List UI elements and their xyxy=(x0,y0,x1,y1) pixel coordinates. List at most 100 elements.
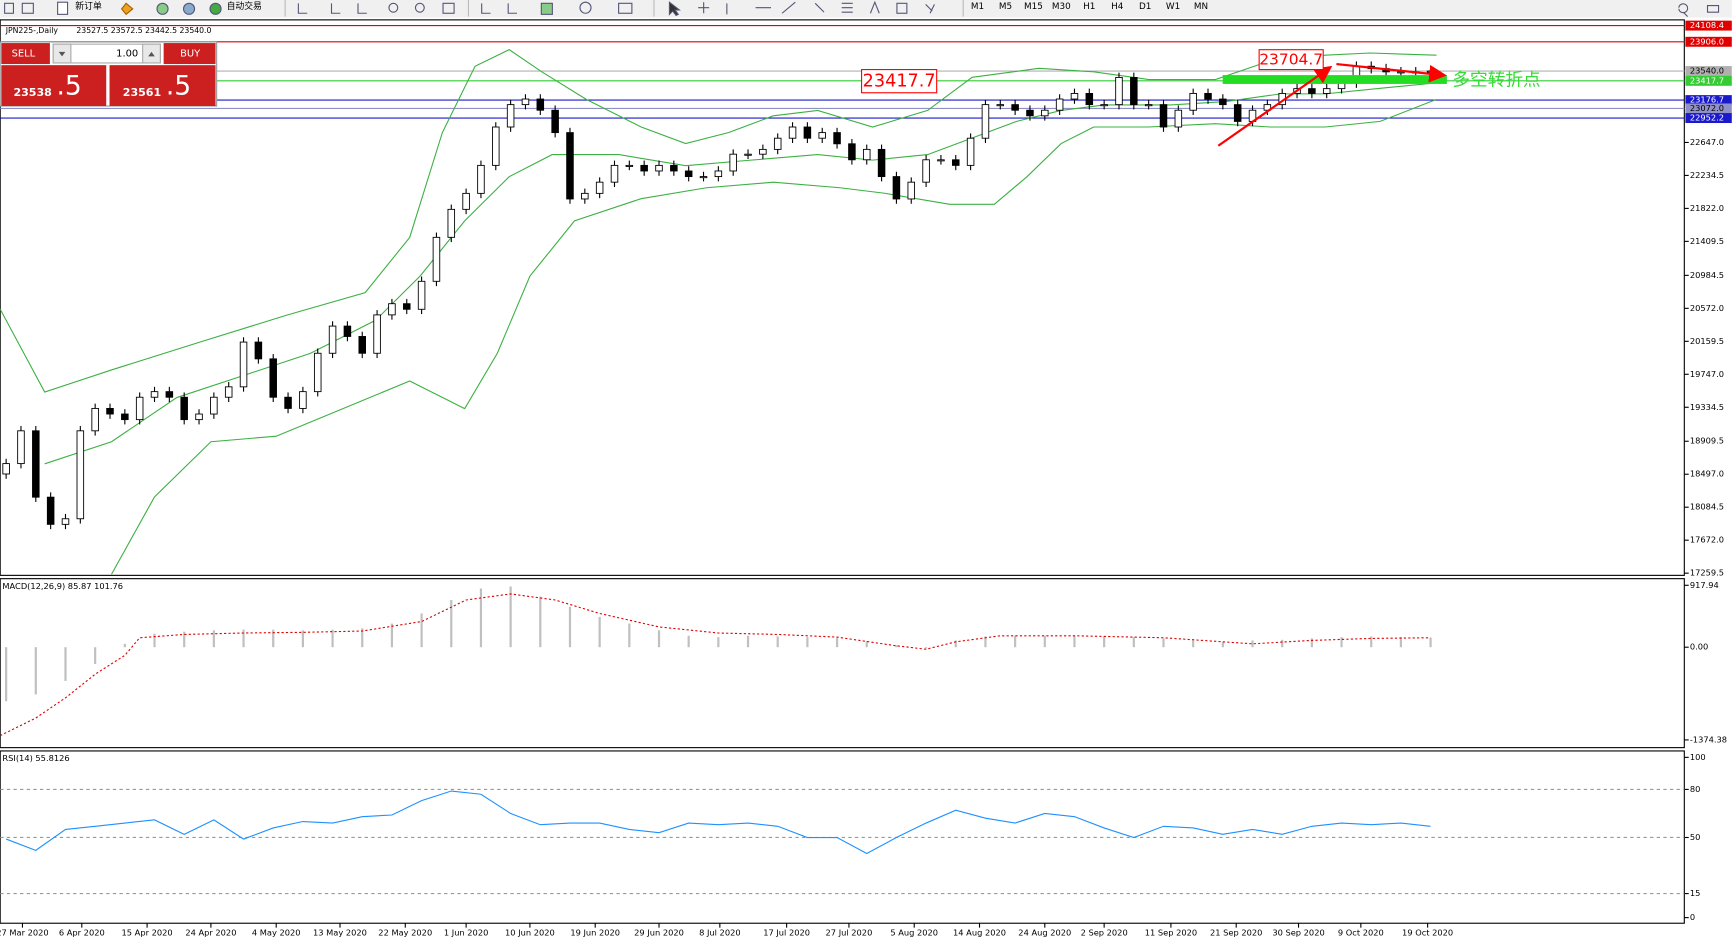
x-tick-label: 9 Oct 2020 xyxy=(1338,928,1384,938)
candle-body xyxy=(566,132,574,200)
candle-body xyxy=(135,396,144,421)
timeframe-button[interactable]: W1 xyxy=(1166,2,1180,12)
candle-body xyxy=(1308,88,1316,94)
timeframe-button[interactable]: MN xyxy=(1194,2,1208,12)
x-tick-label: 4 May 2020 xyxy=(252,928,301,938)
candle-body xyxy=(877,148,886,178)
sell-price: 23538 xyxy=(13,86,51,99)
candle-body xyxy=(610,164,619,183)
candle-body xyxy=(655,164,663,172)
candle-body xyxy=(492,126,500,166)
x-tick-label: 11 Sep 2020 xyxy=(1145,928,1197,938)
y-tick-label: 917.94 xyxy=(1690,580,1719,590)
candle-body xyxy=(922,159,930,183)
candle-body xyxy=(848,143,856,161)
sell-label[interactable]: SELL xyxy=(12,49,36,60)
candle-body xyxy=(1322,88,1331,94)
candle-body xyxy=(462,192,470,210)
x-tick-label: 29 Jun 2020 xyxy=(634,928,684,938)
macd-panel xyxy=(0,578,1685,749)
candle-body xyxy=(625,164,634,167)
candle-body xyxy=(46,496,55,525)
candle-body xyxy=(803,126,812,139)
x-tick-label: 14 Aug 2020 xyxy=(953,928,1006,938)
candle-body xyxy=(981,104,990,139)
x-tick-label: 10 Jun 2020 xyxy=(505,928,555,938)
candle-body xyxy=(1144,104,1153,107)
candle-body xyxy=(1011,104,1019,111)
candle-body xyxy=(759,148,767,155)
x-tick-label: 6 Apr 2020 xyxy=(59,928,105,938)
lots-value[interactable]: 1.00 xyxy=(116,49,138,60)
y-tick-label: 50 xyxy=(1690,832,1701,842)
candle-body xyxy=(284,396,292,409)
buy-label[interactable]: BUY xyxy=(180,49,201,60)
candle-body xyxy=(417,280,426,310)
candle-body xyxy=(1026,109,1034,117)
chart-window xyxy=(0,17,1732,942)
sell-price-box[interactable] xyxy=(1,65,107,107)
candle-body xyxy=(180,396,188,421)
macd-signal xyxy=(0,593,1431,737)
candle-body xyxy=(1055,98,1064,111)
toolbar xyxy=(0,0,1732,18)
candle-body xyxy=(254,341,263,360)
x-tick-label: 17 Jul 2020 xyxy=(763,928,810,938)
candle-body xyxy=(61,518,70,525)
bollinger-band xyxy=(0,49,1437,393)
candle-body xyxy=(195,413,203,421)
bollinger-band xyxy=(44,82,1437,465)
ohlc-text: 23527.5 23572.5 23442.5 23540.0 xyxy=(76,26,211,35)
y-tick-label: 21822.0 xyxy=(1690,203,1724,213)
candle-body xyxy=(699,176,708,179)
candle-body xyxy=(477,164,485,194)
candle-body xyxy=(1115,76,1123,106)
annotation: 多空转折点 xyxy=(1452,70,1540,91)
arrow-up xyxy=(1217,65,1333,147)
sell-button[interactable] xyxy=(1,43,50,65)
level-label: 23540.0 xyxy=(1690,66,1724,76)
timeframe-button[interactable]: D1 xyxy=(1139,2,1151,12)
level-label: 23072.0 xyxy=(1690,103,1724,113)
pivot-bar xyxy=(1222,75,1447,84)
y-tick-label: 18497.0 xyxy=(1690,469,1724,479)
candle-body xyxy=(328,325,337,354)
candle-body xyxy=(432,236,441,282)
auto-trading-button[interactable]: 自动交易 xyxy=(227,0,262,12)
x-tick-label: 5 Aug 2020 xyxy=(890,928,938,938)
candle-body xyxy=(313,352,322,393)
buy-price-box[interactable] xyxy=(109,65,216,107)
sell-fraction: .5 xyxy=(57,71,82,102)
level-label-box xyxy=(1685,113,1732,124)
x-tick-label: 1 Jun 2020 xyxy=(444,928,488,938)
candle-body xyxy=(536,98,545,111)
candle-body xyxy=(224,386,233,398)
timeframe-button[interactable]: M5 xyxy=(999,2,1012,12)
candle-body xyxy=(788,126,797,139)
level-label-box xyxy=(1685,103,1732,114)
candle-body xyxy=(299,391,307,409)
timeframe-button[interactable]: M15 xyxy=(1024,2,1043,12)
annotation: 23417.7 xyxy=(863,72,936,92)
panel-title: MACD(12,26,9) 85.87 101.76 xyxy=(2,581,123,591)
level-label: 23176.7 xyxy=(1690,95,1724,105)
new-order-button[interactable]: 新订单 xyxy=(75,0,102,12)
candle-body xyxy=(373,314,381,354)
candle-body xyxy=(714,170,723,178)
main-panel xyxy=(0,19,1685,576)
level-label-box xyxy=(1685,95,1732,106)
timeframe-button[interactable]: H1 xyxy=(1083,2,1095,12)
timeframe-button[interactable]: H4 xyxy=(1111,2,1124,12)
candle-body xyxy=(91,407,99,432)
timeframe-button[interactable]: M1 xyxy=(971,2,984,12)
x-tick-label: 22 May 2020 xyxy=(378,928,432,938)
buy-button[interactable] xyxy=(163,43,216,65)
candle-body xyxy=(818,132,826,139)
candle-body xyxy=(1233,104,1242,122)
candle-body xyxy=(239,341,248,388)
candle-body xyxy=(17,430,25,465)
x-tick-label: 19 Oct 2020 xyxy=(1402,928,1453,938)
timeframe-button[interactable]: M30 xyxy=(1052,2,1071,12)
candle-body xyxy=(937,159,945,162)
candle-body xyxy=(1204,92,1212,100)
